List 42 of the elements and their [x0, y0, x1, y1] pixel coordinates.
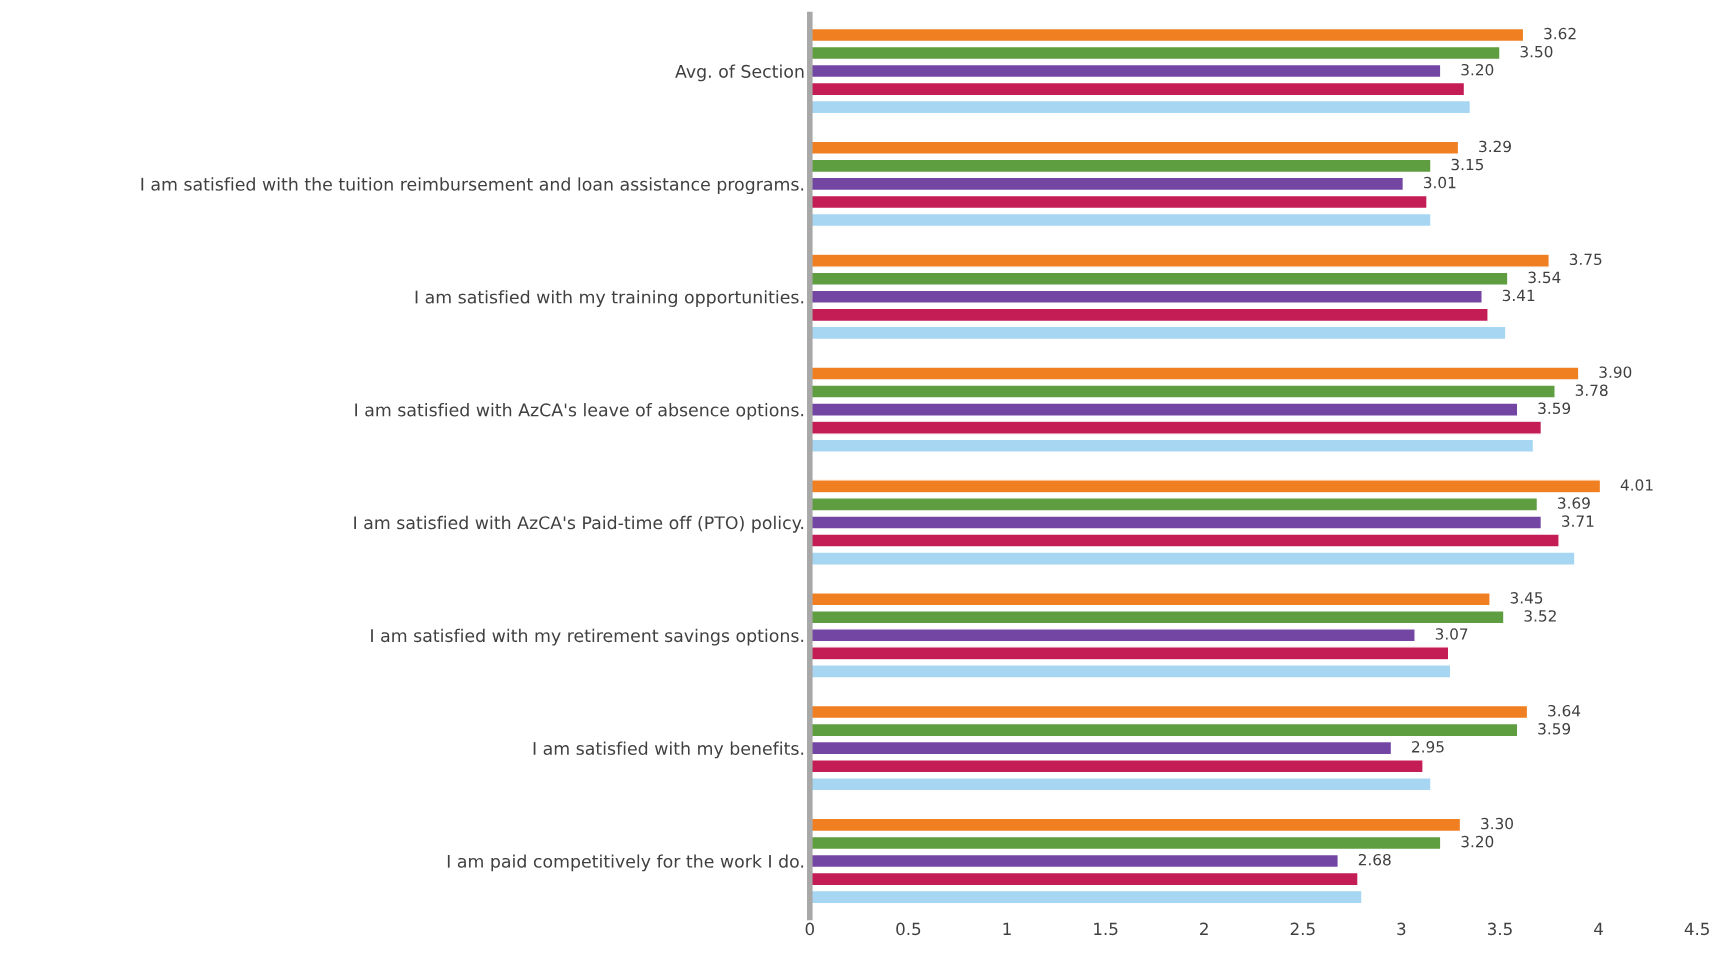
data-label: 3.54 — [1528, 271, 1561, 284]
data-label: 3.01 — [1423, 176, 1456, 189]
data-label: 3.62 — [1544, 27, 1576, 40]
data-label: 3.07 — [1435, 628, 1468, 640]
data-label: 3.20 — [1461, 63, 1494, 76]
data-label: 3.64 — [1548, 704, 1581, 717]
x-tick-label: 1 — [1003, 922, 1011, 935]
y-tick-label: I am satisfied with my training opportunities. — [415, 290, 804, 307]
data-label: 3.20 — [1461, 835, 1494, 848]
data-label: 3.78 — [1575, 384, 1608, 396]
data-label: 3.90 — [1599, 366, 1632, 378]
x-tick-label: 3 — [1397, 922, 1406, 936]
y-tick-label: I am paid competitively for the work I do. — [447, 854, 804, 872]
data-label: 3.45 — [1510, 592, 1543, 604]
x-tick-label: 3.5 — [1487, 922, 1512, 936]
data-label: 3.15 — [1451, 158, 1484, 171]
y-tick-label: I am satisfied with my benefits. — [533, 741, 804, 759]
y-tick-label: I am satisfied with AzCA's Paid-time off (PTO) policy. — [354, 515, 804, 533]
data-label: 3.52 — [1524, 610, 1556, 622]
data-label: 3.50 — [1520, 45, 1553, 58]
data-label: 3.75 — [1569, 253, 1602, 266]
y-tick-label: I am satisfied with the tuition reimbursement and loan assistance programs. — [141, 177, 804, 195]
y-tick-label: I am satisfied with AzCA's leave of absence options. — [355, 403, 804, 420]
x-tick-label: 2.5 — [1290, 922, 1315, 936]
x-tick-label: 4 — [1594, 922, 1603, 935]
data-label: 3.30 — [1481, 817, 1513, 830]
data-label: 4.01 — [1620, 479, 1653, 491]
data-label: 3.69 — [1558, 497, 1590, 509]
data-label: 3.71 — [1561, 515, 1594, 527]
data-label: 3.41 — [1502, 289, 1535, 302]
x-tick-label: 4.5 — [1684, 922, 1709, 936]
x-tick-label: 1.5 — [1094, 922, 1118, 936]
data-label: 3.29 — [1479, 140, 1511, 153]
data-label: 3.59 — [1538, 402, 1571, 415]
y-tick-label: Avg. of Section — [675, 64, 804, 82]
x-tick-label: 0 — [805, 922, 815, 936]
y-tick-label: I am satisfied with my retirement savings options. — [371, 628, 804, 646]
data-label: 3.59 — [1538, 722, 1571, 735]
x-tick-label: 0.5 — [896, 922, 921, 936]
data-label: 2.68 — [1358, 853, 1391, 866]
data-label: 2.95 — [1412, 741, 1444, 753]
x-tick-label: 2 — [1200, 922, 1208, 935]
